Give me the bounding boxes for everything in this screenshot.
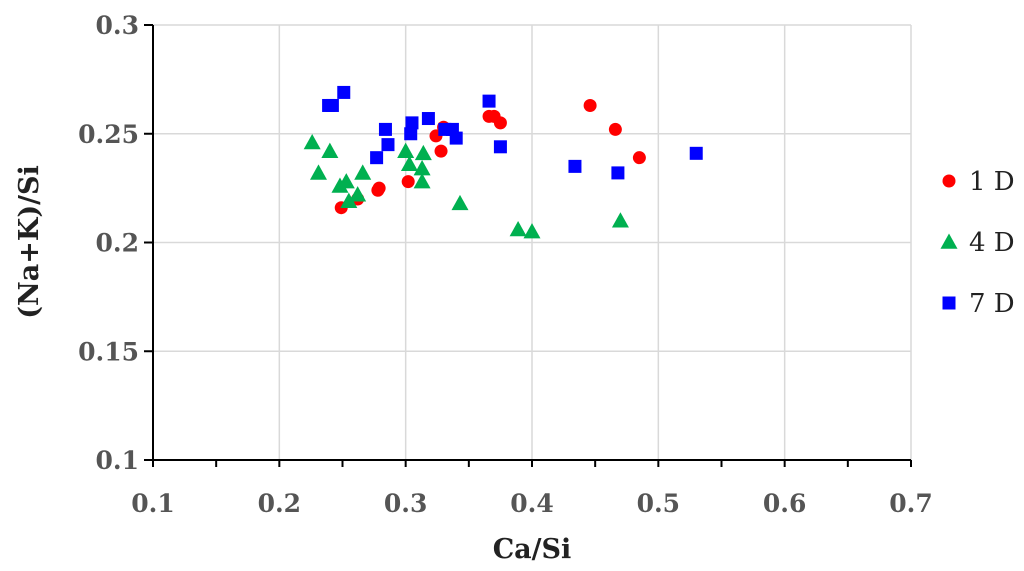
legend-marker <box>940 233 958 249</box>
data-point <box>309 164 327 180</box>
data-point <box>611 212 629 228</box>
tick-labels: 0.1 0.2 0.3 0.4 0.5 0.6 0.7 0.1 0.15 0.2 0.25 0.3 <box>78 11 933 518</box>
x-tick-label: 0.1 <box>131 489 175 518</box>
legend-marker <box>942 174 956 188</box>
data-point <box>583 98 597 112</box>
legend: 1 D 4 D 7 D <box>940 167 1015 319</box>
y-tick-label: 0.15 <box>78 337 139 366</box>
series-4d <box>303 133 629 239</box>
data-point <box>404 127 418 141</box>
legend-marker <box>942 296 956 310</box>
data-point <box>405 116 419 130</box>
data-point <box>372 181 386 195</box>
x-tick-label: 0.6 <box>763 489 807 518</box>
x-tick-label: 0.5 <box>637 489 681 518</box>
data-point <box>340 192 358 208</box>
data-point <box>451 194 469 211</box>
data-point <box>421 112 435 126</box>
x-tick-label: 0.2 <box>258 489 302 518</box>
data-point <box>349 186 367 202</box>
data-point <box>689 146 703 160</box>
y-tick-label: 0.1 <box>96 446 140 475</box>
legend-label: 1 D <box>969 167 1015 197</box>
data-point <box>354 164 372 180</box>
data-point <box>378 122 392 136</box>
data-point <box>413 173 431 189</box>
data-point <box>325 98 339 112</box>
y-axis-title: (Na+K)/Si <box>14 165 45 318</box>
data-point <box>321 142 339 158</box>
data-point <box>400 155 418 171</box>
data-point <box>523 223 541 239</box>
data-point <box>337 173 355 189</box>
data-points <box>303 85 703 239</box>
data-point <box>509 220 527 237</box>
axes <box>144 24 912 467</box>
x-tick-label: 0.3 <box>384 489 428 518</box>
data-point <box>370 151 384 165</box>
x-tick-label: 0.7 <box>889 489 933 518</box>
y-tick-label: 0.25 <box>78 120 139 149</box>
y-tick-label: 0.3 <box>96 11 140 40</box>
data-point <box>337 85 351 99</box>
legend-label: 4 D <box>969 228 1015 258</box>
legend-label: 7 D <box>969 289 1015 319</box>
x-axis-title: Ca/Si <box>493 534 572 565</box>
data-point <box>568 159 582 173</box>
data-point <box>493 140 507 154</box>
data-point <box>401 175 415 189</box>
y-tick-label: 0.2 <box>96 229 140 258</box>
series-7d <box>322 85 703 180</box>
data-point <box>493 116 507 130</box>
data-point <box>608 122 622 136</box>
grid-lines <box>153 24 912 460</box>
data-point <box>413 160 431 176</box>
data-point <box>434 144 448 158</box>
x-tick-label: 0.4 <box>510 489 554 518</box>
data-point <box>303 133 321 150</box>
data-point <box>611 166 625 180</box>
data-point <box>397 142 415 158</box>
data-point <box>381 138 395 152</box>
data-point <box>414 144 432 161</box>
data-point <box>449 131 463 145</box>
data-point <box>632 151 646 165</box>
data-point <box>482 94 496 108</box>
